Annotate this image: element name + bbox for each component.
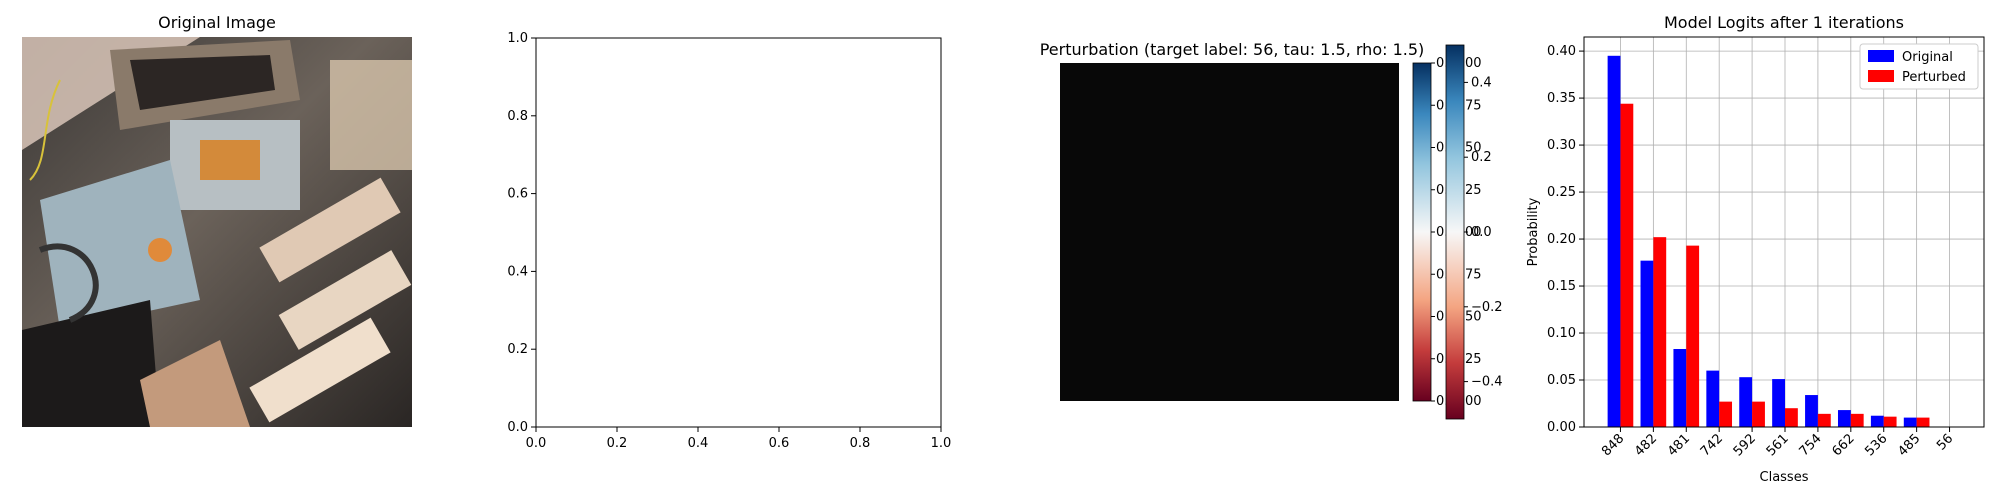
empty-y-tick-label: 0.0 <box>507 420 528 435</box>
y-tick-label: 0.00 <box>1547 420 1576 435</box>
colorbar-2-tick-label: −0.4 <box>1471 375 1503 390</box>
empty-y-tick-label: 1.0 <box>507 31 528 46</box>
y-tick-label: 0.35 <box>1547 91 1576 106</box>
colorbar-2-tick-label: −0.2 <box>1471 300 1503 315</box>
bar-original-848 <box>1607 55 1621 428</box>
colorbar-2-tick-label: 0.0 <box>1471 225 1492 240</box>
empty-y-tick-label: 0.4 <box>507 264 528 279</box>
bar-perturbed-481 <box>1686 245 1700 427</box>
bar-original-482 <box>1640 260 1654 427</box>
bar-perturbed-561 <box>1785 408 1798 427</box>
x-tick-label: 742 <box>1698 431 1726 459</box>
empty-axes-x-ticks: 0.0 0.2 0.4 0.6 0.8 1.0 <box>526 427 952 451</box>
x-tick-label: 754 <box>1797 431 1825 459</box>
y-tick-label: 0.10 <box>1547 326 1576 341</box>
empty-x-tick-label: 0.8 <box>850 436 871 451</box>
colorbar-2-tick-label: 0.4 <box>1471 75 1492 90</box>
chart-legend: Original Perturbed <box>1859 43 1979 90</box>
bar-perturbed-662 <box>1850 413 1864 427</box>
empty-x-tick-label: 1.0 <box>931 436 952 451</box>
y-tick-label: 0.30 <box>1547 138 1576 153</box>
bar-original-662 <box>1837 410 1851 427</box>
original-photo <box>22 37 412 427</box>
legend-swatch-perturbed <box>1868 70 1894 82</box>
perturbation-image <box>1060 63 1399 401</box>
y-tick-label: 0.40 <box>1547 44 1576 59</box>
bar-perturbed-536 <box>1883 416 1897 427</box>
chart-title: Model Logits after 1 iterations <box>1664 13 1904 32</box>
bar-perturbed-482 <box>1653 237 1667 427</box>
bar-original-742 <box>1706 370 1720 427</box>
chart-x-label: Classes <box>1760 470 1809 485</box>
empty-y-tick-label: 0.2 <box>507 342 528 357</box>
bar-perturbed-848 <box>1620 103 1634 427</box>
empty-y-tick-label: 0.6 <box>507 187 528 202</box>
legend-swatch-original <box>1868 50 1894 62</box>
bar-perturbed-485 <box>1916 417 1930 427</box>
perturbation-panel: Perturbation (target label: 56, tau: 1.5… <box>1040 40 1503 420</box>
bar-original-481 <box>1673 349 1687 427</box>
bar-perturbed-754 <box>1817 413 1831 427</box>
x-tick-label: 56 <box>1934 431 1956 453</box>
chart-y-ticks: 0.00 0.05 0.10 0.15 0.20 0.25 0.30 0.35 0.40 <box>1547 44 1584 435</box>
empty-y-tick-label: 0.8 <box>507 109 528 124</box>
legend-label-perturbed: Perturbed <box>1902 70 1966 85</box>
x-tick-label: 482 <box>1632 431 1660 459</box>
colorbar-2 <box>1445 44 1465 420</box>
bar-original-592 <box>1739 377 1753 427</box>
x-tick-label: 485 <box>1895 431 1923 459</box>
chart-bars <box>1607 55 1930 428</box>
bar-perturbed-592 <box>1752 401 1765 427</box>
y-tick-label: 0.15 <box>1547 279 1576 294</box>
chart-y-label: Probability <box>1526 197 1541 266</box>
x-tick-label: 536 <box>1862 431 1890 459</box>
x-tick-label: 848 <box>1599 431 1627 459</box>
colorbar-2-tick-label: 0.2 <box>1471 150 1492 165</box>
x-tick-label: 561 <box>1764 431 1792 459</box>
original-image-title: Original Image <box>158 13 276 32</box>
empty-x-tick-label: 0.0 <box>526 436 547 451</box>
bar-original-754 <box>1805 395 1818 427</box>
logits-bar-chart: Model Logits after 1 iterations 0.00 0.05… <box>1526 13 1985 485</box>
y-tick-label: 0.05 <box>1547 373 1576 388</box>
y-tick-label: 0.25 <box>1547 185 1576 200</box>
original-image-panel: Original Image <box>22 13 412 427</box>
y-tick-label: 0.20 <box>1547 232 1576 247</box>
colorbar-1 <box>1412 62 1432 402</box>
perturbation-title: Perturbation (target label: 56, tau: 1.5… <box>1040 40 1425 59</box>
bar-original-536 <box>1870 415 1884 427</box>
bar-original-485 <box>1903 417 1917 427</box>
empty-x-tick-label: 0.2 <box>607 436 628 451</box>
colorbar-2-ticks: 0.4 0.2 0.0 −0.2 −0.4 <box>1464 75 1503 390</box>
x-tick-label: 481 <box>1665 431 1693 459</box>
bar-perturbed-742 <box>1719 401 1733 427</box>
x-tick-label: 592 <box>1731 431 1759 459</box>
empty-x-tick-label: 0.6 <box>769 436 790 451</box>
x-tick-label: 662 <box>1829 431 1857 459</box>
bar-original-561 <box>1772 379 1785 427</box>
legend-label-original: Original <box>1902 50 1953 65</box>
empty-axes-y-ticks: 0.0 0.2 0.4 0.6 0.8 1.0 <box>507 31 536 435</box>
chart-x-ticks: 848 482 481 742 592 561 754 662 536 485 56 <box>1599 427 1956 459</box>
empty-x-tick-label: 0.4 <box>688 436 709 451</box>
empty-axes-panel: 0.0 0.2 0.4 0.6 0.8 1.0 0.0 0.2 0.4 0.6 0.8 1.0 <box>507 31 951 451</box>
empty-axes-frame <box>535 37 942 428</box>
chart-frame <box>1583 36 1985 428</box>
